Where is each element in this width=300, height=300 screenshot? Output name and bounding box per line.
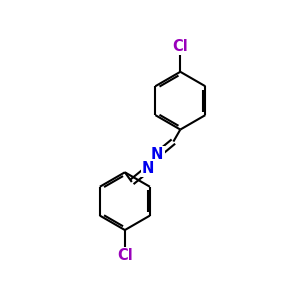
- Text: Cl: Cl: [117, 248, 133, 263]
- Text: N: N: [142, 161, 154, 176]
- Text: N: N: [151, 148, 164, 163]
- Text: Cl: Cl: [172, 39, 188, 54]
